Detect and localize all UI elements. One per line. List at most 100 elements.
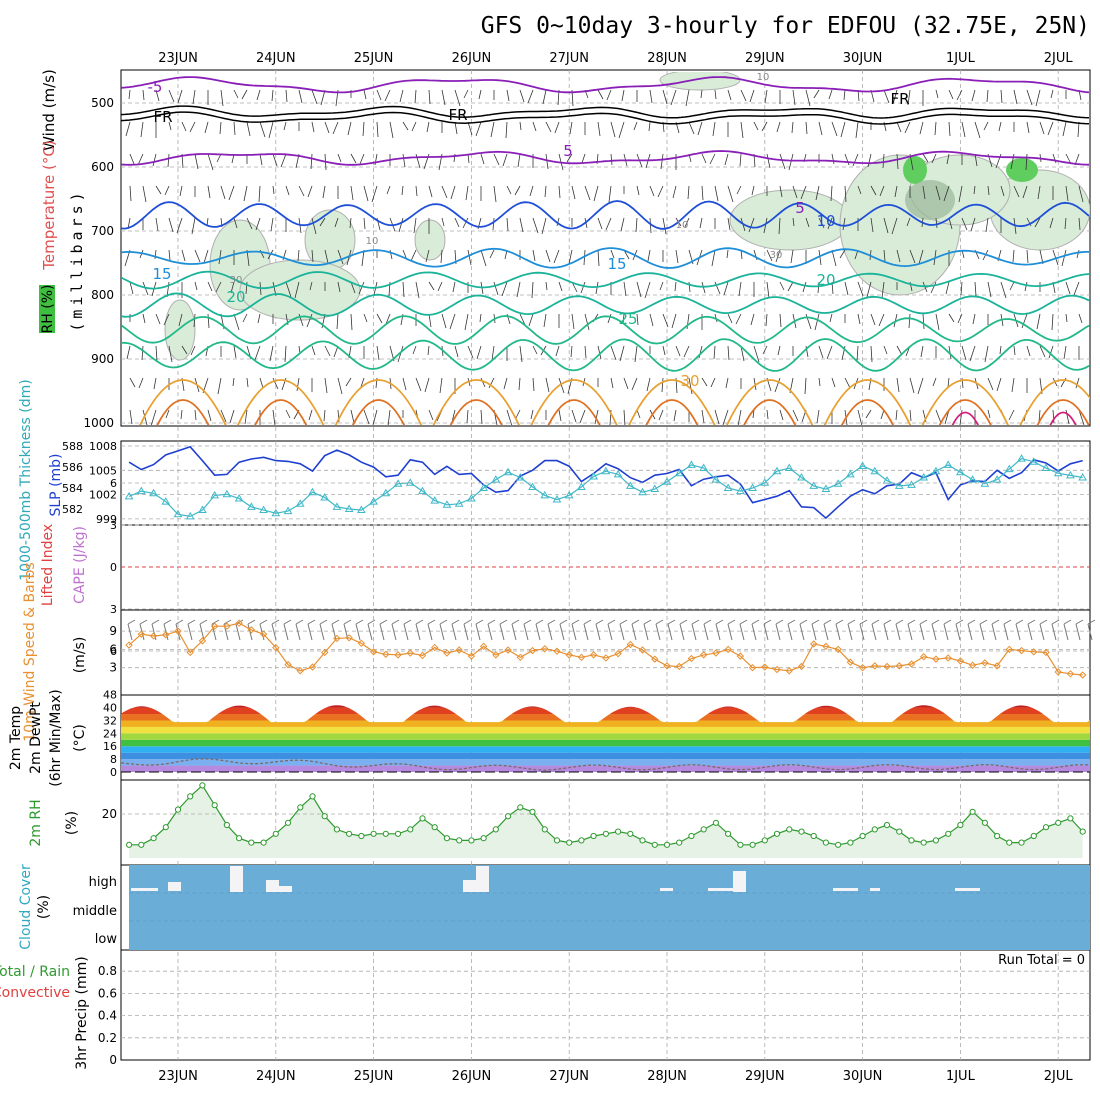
wind-barb [463,89,469,99]
wind-barb [439,377,443,394]
wind-speed-point [736,652,745,660]
wind-barb [194,249,201,263]
wind-barb [658,409,664,421]
wind-barb [311,121,315,133]
thickness-point [405,478,415,486]
wind-barb [657,185,664,198]
wind-barb-10m [895,623,901,641]
wind-barb [814,313,820,331]
wind-barb [1078,217,1081,231]
upper-ylabel-temp: Temperature (°C) [40,140,58,270]
t2m-unit: (°C) [72,724,88,752]
date-label-top: 25JUN [354,51,394,66]
rh-point [798,828,805,835]
rh-point [566,839,573,846]
rh-point [199,782,206,789]
wind-barb [878,313,885,327]
wind-speed-point [993,662,1001,670]
wind-barb [415,377,422,392]
contour-label: FR [448,106,467,124]
rh-point [590,832,597,840]
wind-barb [155,185,162,195]
wind-barb [153,377,157,390]
wind-speed-point [259,630,268,638]
wind-speed-line [128,622,1083,676]
wind-barb [1025,153,1028,171]
wind-barb [935,217,938,229]
thickness-point [821,484,831,493]
wind-barb [984,345,989,363]
wind-barb [219,121,222,135]
rh-point [456,837,463,844]
date-label-bottom: 28JUN [647,1069,687,1084]
wind-speed-point [198,637,207,645]
wind-barb [909,377,915,394]
wind-barb [969,345,976,362]
wind-barb [389,249,393,260]
wind-barb-10m [283,623,289,641]
wind-barb-flag [163,619,172,625]
wind-barb [358,281,365,295]
wind-barb-flag [619,619,628,625]
wind-barb [675,345,681,357]
frame-precip [120,949,1091,1061]
thickness-point [687,460,696,468]
wind-barb [948,345,952,360]
wind-barb-10m [367,623,373,641]
rh-point [260,839,267,846]
wind-barb [324,249,329,264]
wind-barb [883,217,889,234]
wind-barb-10m [703,623,709,641]
wind-speed-point [687,654,696,663]
wind-barb [791,121,794,134]
wind-barb [399,89,404,103]
slp-ylabel-slp: SLP (mb) [48,453,64,516]
wind-barb [879,185,885,197]
wind-barb [636,185,640,196]
thickness-point [540,490,550,499]
wind-barb [753,377,757,391]
wind-barb [518,377,521,391]
slp-tick-label: 1002 [89,489,117,502]
wind-barb [363,217,366,230]
date-label-bottom: 1JUL [946,1069,976,1084]
wind-barb [272,377,279,390]
frame-upper [120,69,1091,427]
thickness-tick-label: 584 [62,482,83,495]
wind-barb [568,249,573,265]
wind-barb [827,217,833,230]
wind-barb [957,313,963,324]
rh-point [1055,819,1062,826]
wind-barb [506,409,513,425]
t2m-tick-label: 40 [103,702,117,715]
wind-speed-point [626,640,635,649]
wind-barb-10m [655,623,661,641]
wind-barb [531,281,534,299]
wind-barb [896,249,901,263]
wind-barb [753,345,760,363]
wind-barb [376,313,383,324]
wind-barb [894,185,898,198]
rh-point [737,841,744,848]
wind-barb [269,345,274,362]
rh-point [663,841,671,848]
wind-speed-point [675,662,683,671]
wind-barb [415,185,418,197]
wind-barb-10m [559,623,565,641]
wind-barb [233,313,240,331]
wind-barb [140,121,144,138]
cloud-gap [279,886,292,892]
temp-band [121,714,1090,721]
thickness-point [564,490,574,499]
rh-point [162,824,169,831]
temp-band [121,752,1090,760]
wind-barb [1052,409,1055,424]
wind-barb [502,153,508,167]
wind-barb-flag [211,619,220,625]
rh-point [492,826,499,833]
wind-barb [125,121,131,137]
wind-barb [779,185,783,198]
wind-barb [593,185,599,202]
wind-barb [501,281,508,297]
